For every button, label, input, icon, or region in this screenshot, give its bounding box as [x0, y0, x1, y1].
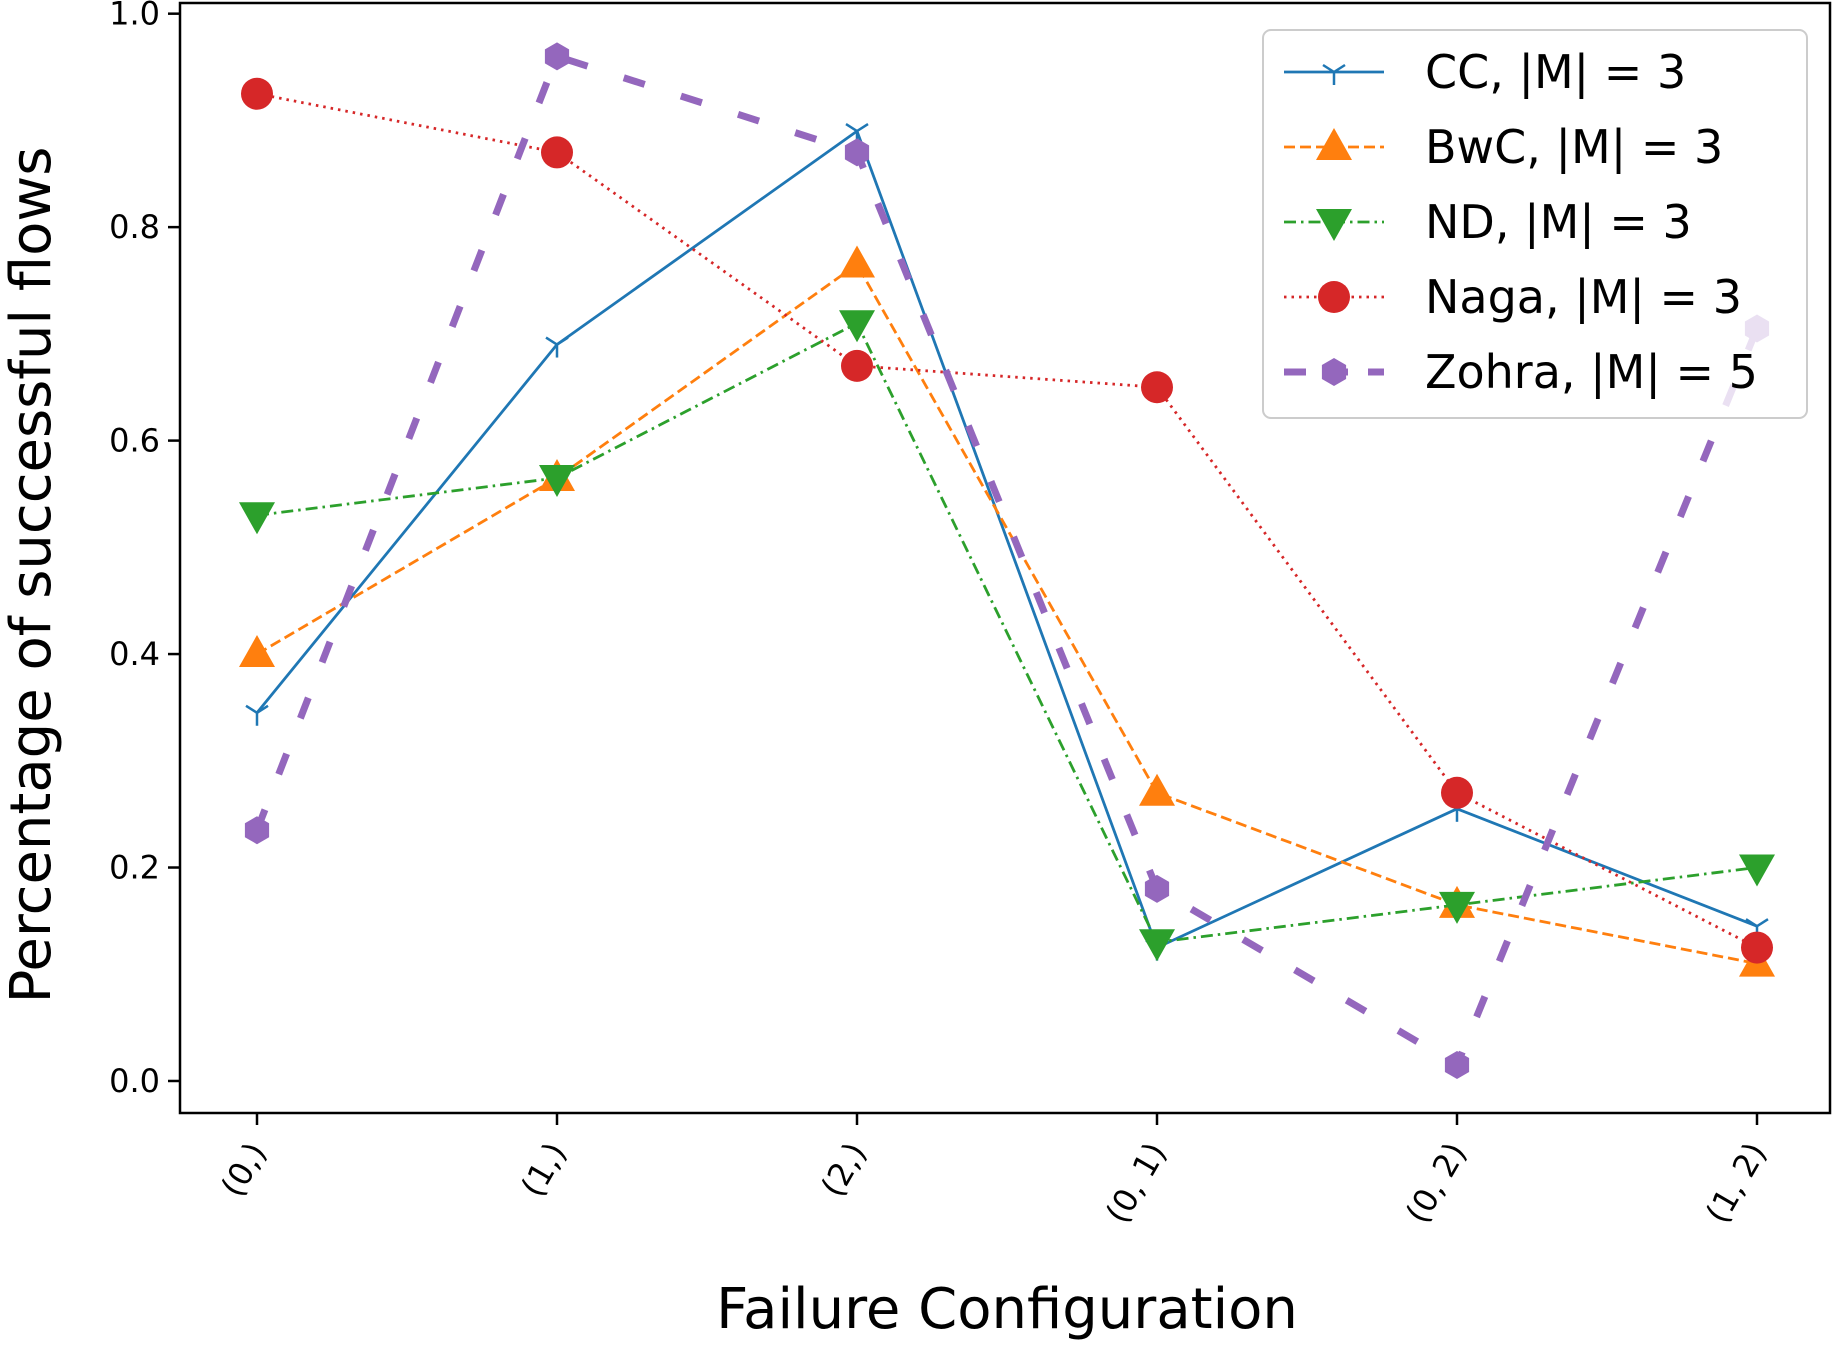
x-tick-label: (1,): [513, 1136, 574, 1203]
legend-label: ND, |M| = 3: [1425, 195, 1692, 250]
data-point: [1141, 371, 1173, 404]
data-point: [839, 245, 875, 278]
marker-stroke: [1745, 918, 1758, 928]
x-tick-label: (0, 1): [1098, 1136, 1174, 1230]
legend-marker: [1316, 128, 1352, 160]
x-tick-label: (2,): [813, 1136, 874, 1203]
data-point: [541, 136, 573, 169]
marker-stroke: [856, 123, 869, 133]
data-point: [544, 42, 570, 71]
legend-marker: [1321, 358, 1347, 386]
legend-label: BwC, |M| = 3: [1425, 120, 1723, 175]
data-point: [245, 704, 269, 726]
plot-frame: [178, 1, 1832, 1115]
legend-marker: [1316, 209, 1352, 241]
y-tick-label: 0.8: [109, 208, 160, 246]
legend: CC, |M| = 3 BwC, |M| = 3 ND, |M| = 3 Naga, …: [1262, 29, 1808, 419]
data-point: [1739, 854, 1775, 887]
legend-label: Zohra, |M| = 5: [1425, 345, 1758, 400]
data-point: [844, 138, 870, 167]
x-tick-label: (1, 2): [1698, 1136, 1774, 1230]
series-layer: [239, 42, 1775, 1079]
data-point: [244, 816, 270, 845]
legend-marker: [1322, 63, 1346, 85]
data-point: [539, 464, 575, 497]
marker-stroke: [245, 704, 258, 714]
marker-stroke: [845, 123, 858, 133]
data-point: [239, 502, 275, 535]
series-line: [256, 321, 1758, 944]
data-point: [1139, 929, 1175, 962]
x-axis: (0,) (1,) (2,) (0, 1) (0, 2) (1, 2): [213, 1113, 1774, 1230]
data-point: [241, 77, 273, 110]
data-point: [1439, 891, 1475, 924]
marker-stroke: [1322, 63, 1335, 74]
series-line: [253, 52, 1761, 1069]
data-point: [239, 635, 275, 668]
data-point: [1441, 776, 1473, 809]
legend-label: Naga, |M| = 3: [1425, 270, 1742, 325]
marker-stroke: [545, 336, 558, 346]
data-point: [841, 349, 873, 382]
x-tick-label: (0,): [213, 1136, 274, 1203]
data-point: [1741, 931, 1773, 964]
data-point: [1444, 1051, 1470, 1079]
y-axis: 0.0 0.2 0.4 0.6 0.8 1.0: [109, 0, 180, 1100]
data-point: [1144, 874, 1170, 903]
series-line: [256, 263, 1758, 965]
series-3: [241, 77, 1773, 964]
data-point: [545, 336, 569, 358]
x-axis-title: Failure Configuration: [716, 1277, 1298, 1342]
y-tick-label: 0.6: [109, 422, 160, 460]
y-axis-title: Percentage of successful flows: [0, 147, 64, 1004]
legend-marker: [1318, 281, 1350, 313]
data-point: [839, 310, 875, 343]
legend-label: CC, |M| = 3: [1425, 45, 1686, 100]
y-tick-label: 0.4: [109, 635, 160, 673]
series-line: [255, 129, 1758, 949]
y-tick-label: 0.0: [109, 1062, 160, 1100]
x-tick-label: (0, 2): [1398, 1136, 1474, 1230]
legend-frame: [1262, 29, 1808, 419]
marker-stroke: [1333, 63, 1346, 74]
series-2: [239, 310, 1775, 962]
y-tick-label: 0.2: [109, 849, 160, 887]
y-tick-label: 1.0: [109, 0, 160, 33]
marker-stroke: [556, 336, 569, 346]
marker-stroke: [1756, 918, 1769, 928]
data-point: [1139, 773, 1175, 806]
marker-stroke: [256, 704, 269, 714]
